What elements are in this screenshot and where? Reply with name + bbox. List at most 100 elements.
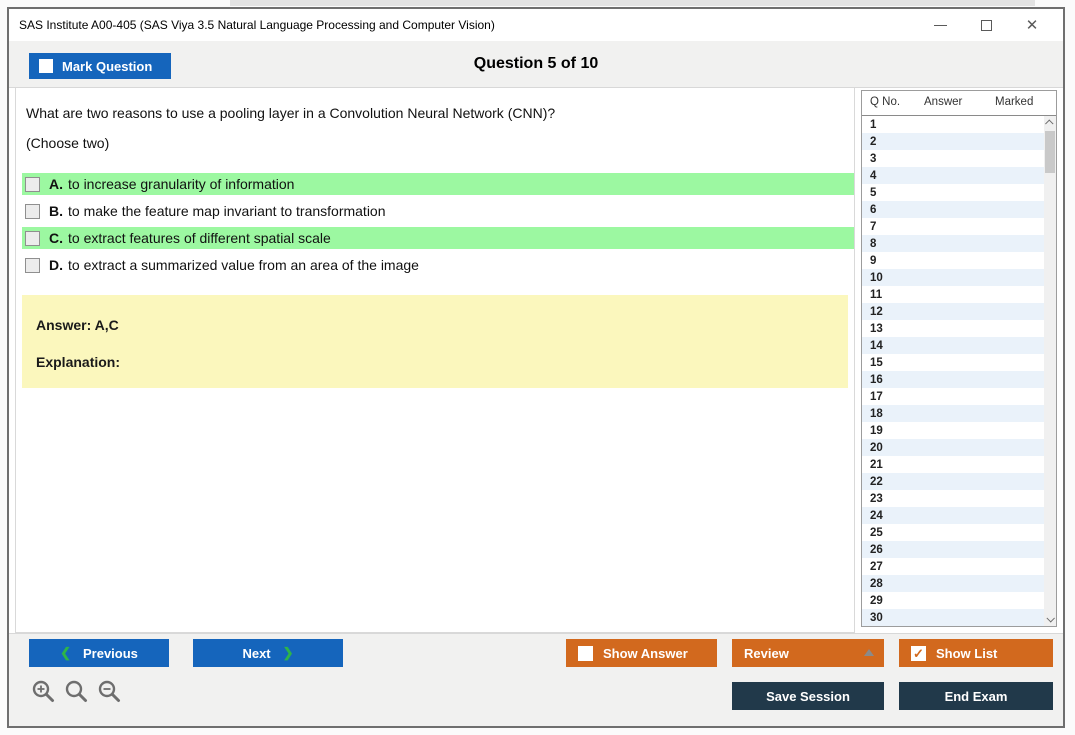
- question-list-panel: Q No. Answer Marked 1 2 3 4 5 6 7 8 9 10 11 12 13 14 1…: [861, 90, 1057, 627]
- question-list-row[interactable]: 30: [862, 609, 1044, 626]
- option-text: to extract a summarized value from an ar…: [68, 257, 419, 273]
- question-number: 10: [870, 271, 883, 284]
- maximize-icon: [980, 19, 992, 31]
- question-number: 7: [870, 220, 877, 233]
- question-list-row[interactable]: 25: [862, 524, 1044, 541]
- question-number: 28: [870, 577, 883, 590]
- chevron-down-icon: [1046, 614, 1055, 623]
- question-list-row[interactable]: 12: [862, 303, 1044, 320]
- review-label: Review: [744, 645, 789, 661]
- option-checkbox[interactable]: [25, 203, 40, 219]
- question-number: 4: [870, 169, 877, 182]
- exam-simulator-window: SAS Institute A00-405 (SAS Viya 3.5 Natu…: [7, 7, 1065, 728]
- question-list-row[interactable]: 14: [862, 337, 1044, 354]
- question-list-scrollbar[interactable]: [1044, 116, 1056, 626]
- show-answer-checkbox[interactable]: [578, 645, 593, 661]
- question-list-row[interactable]: 6: [862, 201, 1044, 218]
- question-list-row[interactable]: 23: [862, 490, 1044, 507]
- question-list-row[interactable]: 16: [862, 371, 1044, 388]
- question-list-row[interactable]: 20: [862, 439, 1044, 456]
- question-number: 23: [870, 492, 883, 505]
- question-list-row[interactable]: 27: [862, 558, 1044, 575]
- question-number: 3: [870, 152, 877, 165]
- option-checkbox[interactable]: [25, 176, 40, 192]
- save-session-button[interactable]: Save Session: [732, 682, 884, 710]
- previous-button[interactable]: ❮ Previous: [29, 639, 169, 667]
- question-number: 9: [870, 254, 877, 267]
- question-number: 1: [870, 118, 877, 131]
- show-list-button[interactable]: ✓ Show List: [899, 639, 1053, 667]
- question-number: 24: [870, 509, 883, 522]
- zoom-reset-icon[interactable]: [64, 679, 89, 704]
- chevron-up-icon: [1045, 119, 1054, 128]
- question-list-row[interactable]: 18: [862, 405, 1044, 422]
- question-list-row[interactable]: 29: [862, 592, 1044, 609]
- option-letter: B.: [49, 203, 63, 219]
- question-list-row[interactable]: 15: [862, 354, 1044, 371]
- option-text: to extract features of different spatial…: [68, 230, 331, 246]
- question-list-row[interactable]: 26: [862, 541, 1044, 558]
- question-number: 8: [870, 237, 877, 250]
- show-answer-button[interactable]: Show Answer: [566, 639, 717, 667]
- option-row[interactable]: C. to extract features of different spati…: [22, 227, 854, 249]
- zoom-in-icon[interactable]: [31, 679, 56, 704]
- option-row[interactable]: D. to extract a summarized value from an …: [22, 254, 854, 276]
- question-list-row[interactable]: 9: [862, 252, 1044, 269]
- column-header-answer: Answer: [924, 96, 963, 108]
- question-list-row[interactable]: 5: [862, 184, 1044, 201]
- question-number: 13: [870, 322, 883, 335]
- main-content: What are two reasons to use a pooling la…: [9, 87, 1063, 633]
- question-number: 29: [870, 594, 883, 607]
- question-list-row[interactable]: 28: [862, 575, 1044, 592]
- option-row[interactable]: B. to make the feature map invariant to t…: [22, 200, 854, 222]
- question-number: 6: [870, 203, 877, 216]
- end-exam-button[interactable]: End Exam: [899, 682, 1053, 710]
- question-list-row[interactable]: 19: [862, 422, 1044, 439]
- question-number: 22: [870, 475, 883, 488]
- question-list-row[interactable]: 4: [862, 167, 1044, 184]
- option-letter: C.: [49, 230, 63, 246]
- column-header-qno: Q No.: [870, 96, 901, 108]
- next-button[interactable]: Next ❯: [193, 639, 343, 667]
- mark-question-checkbox[interactable]: [39, 59, 53, 73]
- question-list-row[interactable]: 17: [862, 388, 1044, 405]
- maximize-button[interactable]: [963, 11, 1009, 39]
- mark-question-button[interactable]: Mark Question: [29, 53, 171, 79]
- review-dropdown[interactable]: Review: [732, 639, 884, 667]
- question-list-row[interactable]: 10: [862, 269, 1044, 286]
- next-label: Next: [242, 645, 271, 661]
- option-letter: D.: [49, 257, 63, 273]
- option-checkbox[interactable]: [25, 230, 40, 246]
- option-row[interactable]: A. to increase granularity of information: [22, 173, 854, 195]
- question-list-row[interactable]: 7: [862, 218, 1044, 235]
- previous-label: Previous: [82, 645, 138, 661]
- scrollbar-up-arrow[interactable]: [1044, 116, 1056, 130]
- question-number: 16: [870, 373, 883, 386]
- question-number: 19: [870, 424, 883, 437]
- question-list-row[interactable]: 8: [862, 235, 1044, 252]
- question-list-row[interactable]: 11: [862, 286, 1044, 303]
- background-window-edge: [230, 0, 1035, 6]
- question-number: 26: [870, 543, 883, 556]
- scrollbar-down-arrow[interactable]: [1044, 612, 1056, 626]
- window-title: SAS Institute A00-405 (SAS Viya 3.5 Natu…: [19, 18, 495, 32]
- question-list-row[interactable]: 2: [862, 133, 1044, 150]
- question-list-row[interactable]: 22: [862, 473, 1044, 490]
- scrollbar-thumb[interactable]: [1045, 131, 1055, 173]
- question-number: 30: [870, 611, 883, 624]
- question-list-row[interactable]: 24: [862, 507, 1044, 524]
- question-list-body: 1 2 3 4 5 6 7 8 9 10 11 12 13 14 15 16 17 18 19 20 21 22 23 24 2…: [862, 116, 1044, 626]
- show-list-checkbox[interactable]: ✓: [911, 645, 926, 661]
- question-number: 27: [870, 560, 883, 573]
- question-list-row[interactable]: 1: [862, 116, 1044, 133]
- header-strip: Question 5 of 10 Mark Question: [9, 41, 1063, 87]
- close-button[interactable]: ✕: [1009, 11, 1055, 39]
- question-list-row[interactable]: 13: [862, 320, 1044, 337]
- option-checkbox[interactable]: [25, 257, 40, 273]
- question-list-row[interactable]: 21: [862, 456, 1044, 473]
- question-list-row[interactable]: 3: [862, 150, 1044, 167]
- save-session-label: Save Session: [766, 688, 850, 704]
- zoom-out-icon[interactable]: [97, 679, 122, 704]
- minimize-button[interactable]: [917, 11, 963, 39]
